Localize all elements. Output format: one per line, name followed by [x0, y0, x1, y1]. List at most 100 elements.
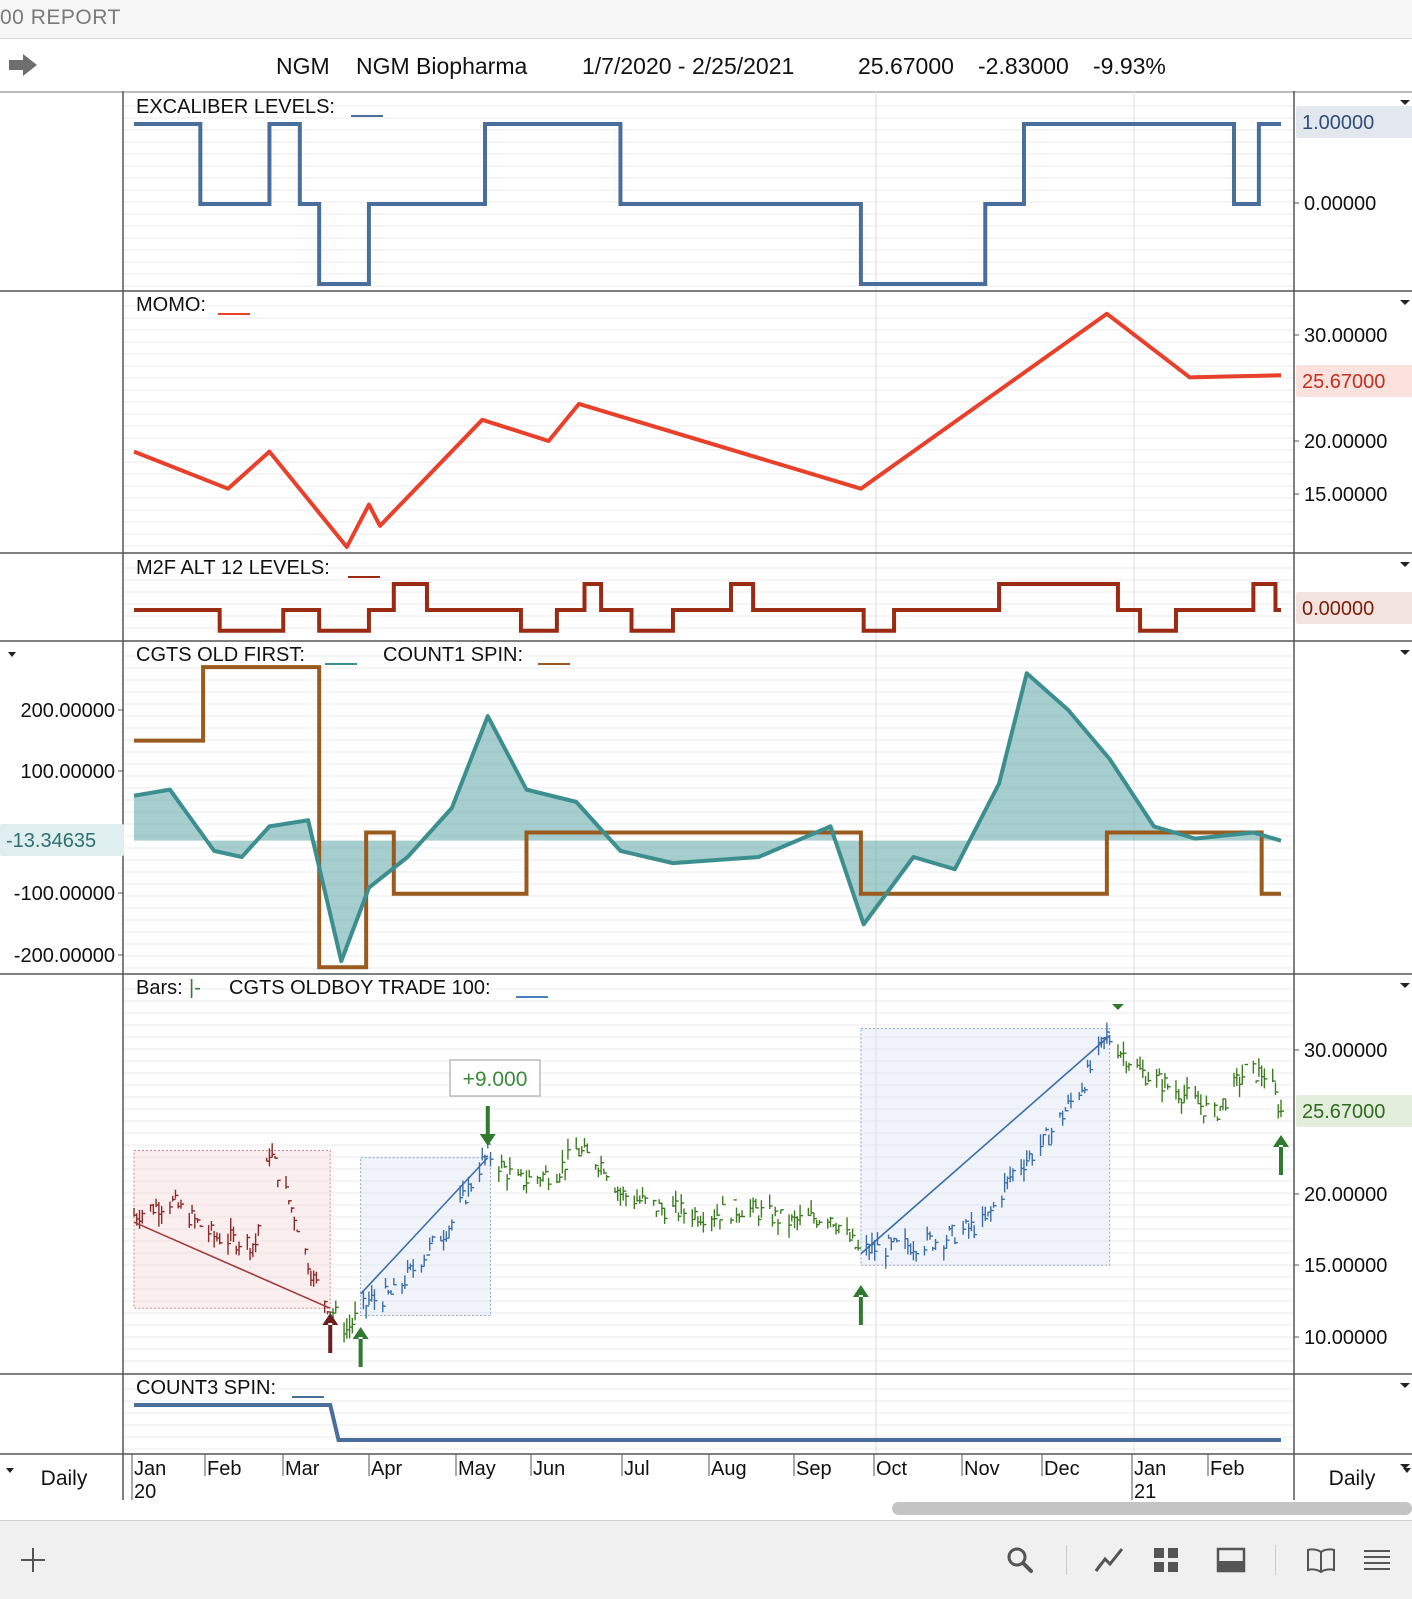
excaliber-title: EXCALIBER LEVELS:	[136, 96, 335, 118]
momo-tick: 30.00000	[1304, 325, 1387, 347]
m2f-title: M2F ALT 12 LEVELS:	[136, 557, 330, 579]
trade-gain-box	[449, 1059, 541, 1097]
long-trend-line-1	[360, 1157, 489, 1295]
price-value-tag: 25.67000	[1302, 1101, 1385, 1123]
m2f-value-tag: 0.00000	[1302, 598, 1374, 620]
bars-title: Bars:	[136, 977, 183, 999]
price-tick: 20.00000	[1304, 1184, 1387, 1206]
cgts-tick: 200.00000	[20, 700, 115, 722]
month-label: Nov	[964, 1458, 1000, 1480]
cgts-old-first-line	[133, 671, 1282, 964]
panel-menu-chevron-icon[interactable]	[1400, 300, 1410, 305]
momo-tick: 20.00000	[1304, 431, 1387, 453]
momo-title: MOMO:	[136, 294, 206, 316]
count1-spin-line	[134, 665, 1281, 970]
momo-value-tag-bg	[1296, 365, 1412, 397]
long-trend-line-2	[860, 1035, 1111, 1255]
panel-menu-chevron-icon[interactable]	[1400, 983, 1410, 988]
add-icon[interactable]	[12, 1539, 54, 1581]
line-chart-icon[interactable]	[1088, 1539, 1130, 1581]
company-name: NGM Biopharma	[356, 53, 528, 79]
trade-zone-long-2	[860, 1027, 1111, 1266]
month-label: Mar	[285, 1458, 320, 1480]
cgts-old-first-title: CGTS OLD FIRST:	[136, 644, 305, 666]
panel-menu-chevron-icon[interactable]	[1400, 100, 1410, 105]
year-label: 20	[134, 1481, 156, 1503]
panel-menu-chevron-icon[interactable]	[1400, 1464, 1410, 1469]
price-change: -2.83000	[978, 53, 1069, 79]
ticker: NGM	[276, 53, 330, 79]
toolbar-divider	[1066, 1545, 1067, 1575]
sell-arrow-down-icon	[479, 1106, 496, 1146]
timeframe-chevron-icon	[6, 1468, 14, 1473]
excaliber-levels-line	[134, 122, 1281, 286]
bottom-toolbar	[0, 1520, 1412, 1599]
cover-arrow-up-icon	[322, 1313, 339, 1353]
excaliber-value-tag: 1.00000	[1302, 112, 1374, 134]
horizontal-scrollbar[interactable]	[892, 1502, 1412, 1515]
month-label: Aug	[711, 1458, 747, 1480]
cgts-area-fill	[134, 673, 1281, 962]
month-label: Sep	[796, 1458, 832, 1480]
grid-layout-icon[interactable]	[1145, 1539, 1187, 1581]
timeframe-left[interactable]: Daily	[41, 1467, 88, 1490]
cgts-value-tag-bg	[0, 824, 124, 856]
timeframe-right[interactable]: Daily	[1329, 1467, 1376, 1490]
panel-menu-chevron-icon[interactable]	[1400, 562, 1410, 567]
oldboy-trade-title: CGTS OLDBOY TRADE 100:	[229, 977, 491, 999]
menu-list-icon[interactable]	[1356, 1539, 1398, 1581]
month-label: Feb	[1210, 1458, 1244, 1480]
forward-arrow-icon[interactable]	[6, 51, 40, 79]
buy-arrow-up-icon	[852, 1285, 869, 1325]
month-label: Jul	[624, 1458, 650, 1480]
panel-menu-chevron-icon[interactable]	[1400, 1383, 1410, 1388]
toolbar-divider	[1275, 1545, 1276, 1575]
window-title: 00 REPORT	[0, 6, 121, 29]
price-change-pct: -9.93%	[1093, 53, 1166, 79]
month-label: Jan	[134, 1458, 166, 1480]
month-label: Oct	[876, 1458, 908, 1480]
last-price: 25.67000	[858, 53, 954, 79]
month-label: Feb	[207, 1458, 241, 1480]
panel-layout-icon[interactable]	[1210, 1539, 1252, 1581]
book-icon[interactable]	[1300, 1539, 1342, 1581]
bars-symbol: |-	[189, 977, 201, 999]
price-value-tag-bg	[1296, 1095, 1412, 1127]
momo-tick: 15.00000	[1304, 484, 1387, 506]
buy-arrow-up-icon	[352, 1327, 369, 1367]
month-label: May	[458, 1458, 496, 1480]
price-tick: 10.00000	[1304, 1327, 1387, 1349]
year-label: 21	[1134, 1481, 1156, 1503]
timeframe-chevron-icon	[1403, 1468, 1411, 1473]
date-range: 1/7/2020 - 2/25/2021	[582, 53, 795, 79]
m2f-value-tag-bg	[1296, 592, 1412, 624]
cgts-tick: -200.00000	[14, 945, 115, 967]
trade-zone-short	[133, 1149, 331, 1309]
trade-gain-label: +9.000	[463, 1068, 528, 1091]
symbol-bar: NGM NGM Biopharma 1/7/2020 - 2/25/2021 2…	[0, 39, 1412, 93]
sell-marker-icon	[1111, 1004, 1124, 1010]
count1-spin-title: COUNT1 SPIN:	[383, 644, 523, 666]
panel-menu-chevron-icon	[8, 652, 16, 657]
m2f-levels-line	[134, 582, 1281, 633]
cgts-value-tag: -13.34635	[6, 830, 96, 852]
momo-line	[133, 311, 1282, 549]
panel-menu-chevron-icon[interactable]	[1400, 650, 1410, 655]
count3-spin-title: COUNT3 SPIN:	[136, 1377, 276, 1399]
search-icon[interactable]	[999, 1539, 1041, 1581]
price-tick: 30.00000	[1304, 1040, 1387, 1062]
price-tick: 15.00000	[1304, 1255, 1387, 1277]
momo-value-tag: 25.67000	[1302, 371, 1385, 393]
buy-arrow-up-icon	[1273, 1135, 1289, 1175]
short-trend-line	[133, 1221, 331, 1310]
trade-zone-long-1	[360, 1157, 492, 1316]
month-label: Jan	[1134, 1458, 1166, 1480]
cgts-tick: 100.00000	[20, 761, 115, 783]
excaliber-value-tag-bg	[1296, 106, 1412, 138]
month-label: Apr	[371, 1458, 402, 1480]
window-title-bar: 00 REPORT	[0, 0, 1412, 39]
cgts-tick: -100.00000	[14, 883, 115, 905]
excaliber-tick: 0.00000	[1304, 193, 1376, 215]
count3-spin-line	[134, 1403, 1281, 1442]
